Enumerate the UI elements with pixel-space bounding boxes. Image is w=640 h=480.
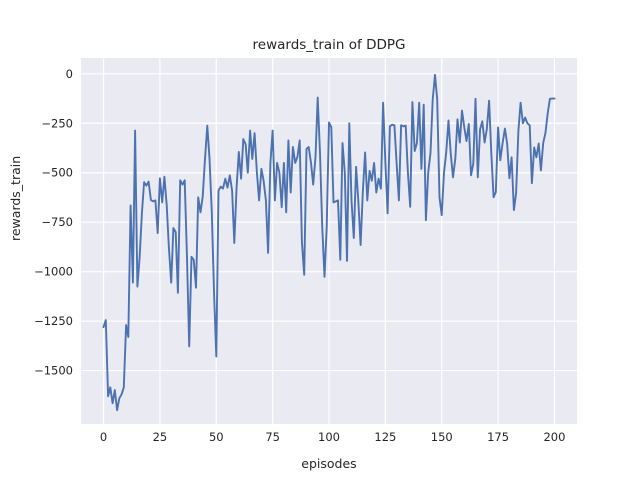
y-tick-label: −250 bbox=[41, 116, 73, 130]
x-axis-label: episodes bbox=[301, 456, 357, 471]
x-tick-label: 100 bbox=[318, 430, 340, 444]
y-tick-label: 0 bbox=[66, 67, 73, 81]
series-line bbox=[102, 73, 556, 412]
y-tick-label: −500 bbox=[41, 166, 73, 180]
x-tick-label: 25 bbox=[153, 430, 168, 444]
x-tick-label: 200 bbox=[543, 430, 565, 444]
y-tick-label: −1000 bbox=[34, 265, 73, 279]
y-tick-label: −750 bbox=[41, 215, 73, 229]
chart-title: rewards_train of DDPG bbox=[252, 37, 406, 53]
x-tick-label: 175 bbox=[487, 430, 509, 444]
x-tick-label: 150 bbox=[431, 430, 453, 444]
x-tick-label: 125 bbox=[374, 430, 396, 444]
x-tick-label: 75 bbox=[265, 430, 280, 444]
y-tick-label: −1250 bbox=[34, 314, 73, 328]
y-tick-label: −1500 bbox=[34, 364, 73, 378]
x-tick-label: 0 bbox=[100, 430, 107, 444]
x-tick-label: 50 bbox=[209, 430, 224, 444]
